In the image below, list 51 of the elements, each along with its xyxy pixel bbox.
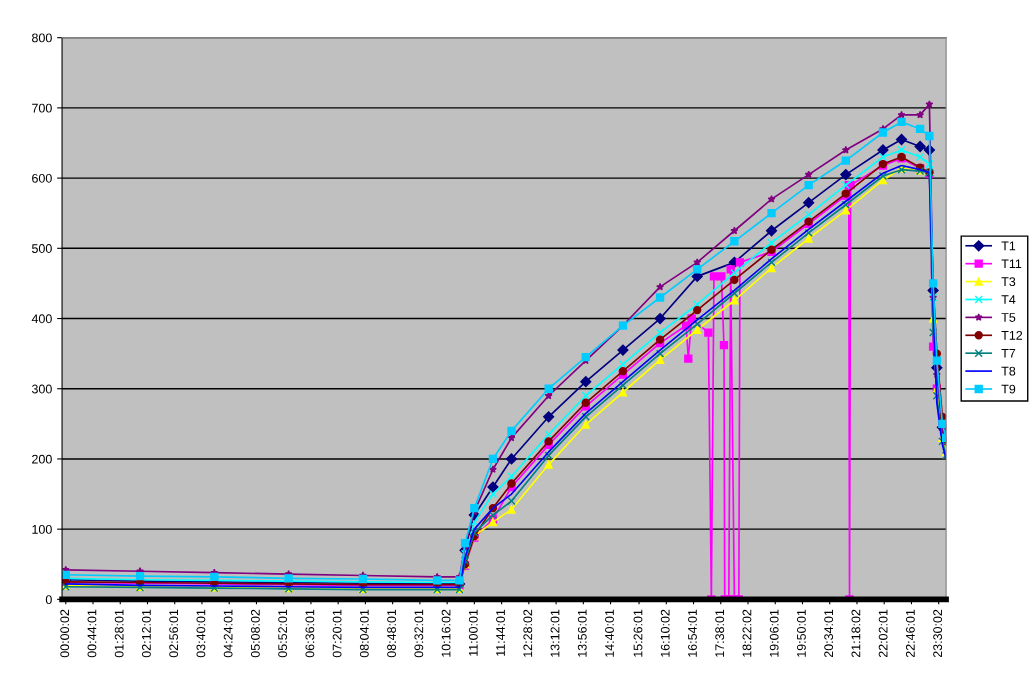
x-tick-label: 15:26:01 xyxy=(633,609,643,657)
legend-label: T3 xyxy=(1001,277,1016,287)
x-tick-label: 16:54:01 xyxy=(688,609,697,657)
y-tick-label: 700 xyxy=(32,103,52,113)
y-tick-label: 300 xyxy=(31,384,52,394)
x-tick-label: 16:10:02 xyxy=(660,609,670,657)
legend-label: T5 xyxy=(1001,313,1016,322)
y-tick-label: 600 xyxy=(32,173,52,183)
x-tick-label: 04:24:01 xyxy=(223,609,233,658)
legend-label: T8 xyxy=(1001,366,1016,376)
x-tick-label: 08:48:01 xyxy=(387,609,396,658)
y-tick-label: 400 xyxy=(31,314,52,324)
x-tick-label: 13:56:01 xyxy=(577,609,587,657)
y-tick-label: 200 xyxy=(32,454,52,464)
legend-label: T9 xyxy=(1001,384,1016,394)
y-tick-label: 500 xyxy=(31,244,52,253)
x-tick-label: 02:12:01 xyxy=(141,609,151,658)
x-tick-label: 18:22:02 xyxy=(742,609,752,657)
x-tick-label: 21:18:02 xyxy=(851,609,861,658)
x-tick-label: 10:16:02 xyxy=(441,609,451,657)
x-tick-label: 00:00:02 xyxy=(60,609,70,658)
x-tick-label: 14:40:01 xyxy=(605,609,614,657)
x-tick-label: 17:38:01 xyxy=(715,609,725,657)
x-tick-label: 23:30:02 xyxy=(933,609,943,658)
legend-label: T7 xyxy=(1001,348,1016,358)
legend-label: T12 xyxy=(1001,330,1023,340)
x-tick-label: 11:44:01 xyxy=(496,609,505,656)
x-tick-label: 07:20:01 xyxy=(332,609,342,658)
x-tick-label: 22:02:01 xyxy=(878,609,888,658)
y-tick-label: 800 xyxy=(32,33,52,43)
x-tick-label: 19:50:01 xyxy=(796,609,806,657)
x-tick-label: 22:46:01 xyxy=(905,609,915,658)
x-tick-label: 11:00:01 xyxy=(468,609,478,656)
x-tick-label: 08:04:01 xyxy=(359,609,369,658)
x-tick-label: 06:36:01 xyxy=(305,609,315,658)
x-tick-label: 05:52:01 xyxy=(278,609,288,658)
x-tick-label: 12:28:02 xyxy=(523,609,533,657)
y-tick-label: 0 xyxy=(45,595,52,605)
x-tick-label: 00:44:01 xyxy=(87,609,97,658)
x-tick-label: 02:56:01 xyxy=(169,609,179,658)
legend-label: T4 xyxy=(1001,295,1016,304)
legend-label: T1 xyxy=(1001,241,1016,251)
x-tick-label: 13:12:01 xyxy=(550,609,560,657)
x-tick-label: 03:40:01 xyxy=(196,609,206,658)
x-tick-label: 20:34:01 xyxy=(824,609,834,658)
x-tick-label: 09:32:01 xyxy=(414,609,424,658)
y-tick-label: 100 xyxy=(32,524,52,534)
x-tick-label: 05:08:02 xyxy=(250,609,260,658)
legend-label: T11 xyxy=(1001,259,1022,269)
x-tick-label: 19:06:01 xyxy=(769,609,779,657)
x-tick-label: 01:28:01 xyxy=(114,609,124,658)
